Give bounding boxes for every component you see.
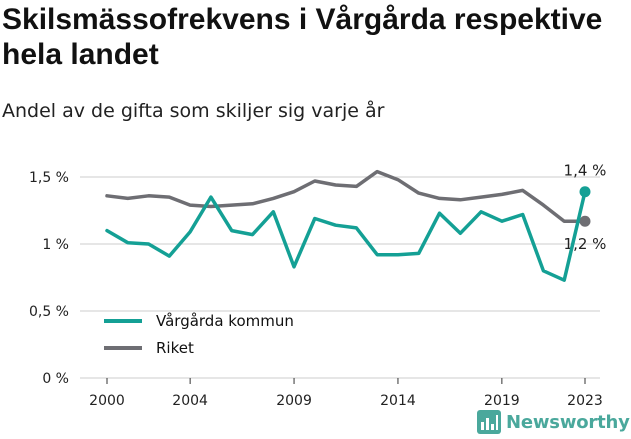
series-line — [105, 169, 587, 223]
y-tick-label: 1 % — [42, 237, 69, 253]
x-tick-label: 2004 — [172, 393, 208, 409]
chart-subtitle: Andel av de gifta som skiljer sig varje … — [2, 100, 385, 122]
y-axis-ticks: 0 % 0,5 % 1 % 1,5 % — [29, 170, 69, 387]
end-value-label: 1,4 % — [564, 162, 607, 180]
end-point-marker — [579, 186, 591, 198]
x-tick-label: 2000 — [89, 393, 125, 409]
end-point-marker — [579, 215, 591, 227]
bar-chart-icon — [477, 410, 501, 434]
x-tick-label: 2009 — [276, 393, 312, 409]
legend: Vårgårda kommun Riket — [104, 312, 294, 357]
series-line — [105, 189, 587, 282]
series-lines: 1,2 %1,4 % — [105, 162, 607, 282]
x-tick-label: 2019 — [484, 393, 520, 409]
legend-label: Riket — [156, 339, 194, 357]
x-tick-label: 2014 — [380, 393, 416, 409]
y-tick-label: 0 % — [42, 371, 69, 387]
x-axis-ticks: 2000 2004 2009 2014 2019 2023 — [89, 378, 603, 409]
y-tick-label: 0,5 % — [29, 304, 69, 320]
y-tick-label: 1,5 % — [29, 170, 69, 186]
legend-label: Vårgårda kommun — [156, 312, 294, 330]
gridlines — [80, 176, 600, 379]
brand-name: Newsworthy — [506, 411, 630, 433]
chart-title: Skilsmässofrekvens i Vårgårda respektive… — [2, 3, 603, 71]
x-tick-label: 2023 — [567, 393, 603, 409]
newsworthy-logo: Newsworthy — [476, 408, 630, 436]
